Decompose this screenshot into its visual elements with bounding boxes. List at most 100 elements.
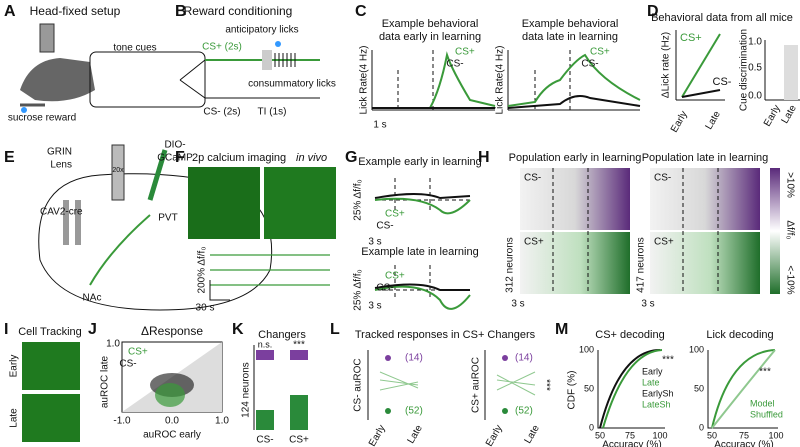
legend: CS+ [385, 271, 405, 282]
xticks: Early [484, 423, 505, 447]
virus: GCaMP [157, 153, 193, 164]
consummatory: consummatory licks [248, 79, 336, 90]
nac: NAc [83, 293, 102, 304]
ylabel: 312 neurons [505, 237, 516, 293]
labels: CS- [713, 76, 732, 88]
ylabel: 25% Δf/f₀ [353, 269, 364, 310]
ylabel: CS- auROC [353, 358, 364, 411]
legend: EarlySh [642, 388, 674, 398]
xticks: 100 [768, 430, 783, 440]
xticks: Late [704, 109, 723, 132]
groups: CS+ [524, 237, 544, 248]
xticks: 50 [595, 430, 605, 440]
legend: Shuffled [750, 409, 783, 419]
xlabel: Accuracy (%) [602, 440, 661, 447]
legend: LateSh [642, 399, 671, 409]
yticks: 1.0 [748, 37, 762, 48]
title: Tracked responses in CS+ Changers [355, 329, 536, 341]
xticks: Early [367, 423, 388, 447]
letter: F [175, 149, 185, 166]
letter: J [88, 321, 97, 338]
letter: L [330, 321, 340, 338]
ylabel: ΔLick rate (Hz) [661, 32, 672, 98]
xticks: Early [669, 109, 690, 134]
legend: Late [642, 377, 660, 387]
letter: M [555, 321, 568, 338]
rows: Early [9, 355, 20, 378]
letter: H [478, 149, 490, 166]
title: Lick decoding [706, 329, 773, 341]
title: Cell Tracking [18, 326, 82, 338]
lens: Lens [50, 160, 72, 171]
title: Changers [258, 329, 306, 341]
ylabel: CDF (%) [567, 371, 578, 410]
stat: *** [662, 355, 674, 366]
rows: Late [9, 408, 20, 428]
stats: n.s. [258, 339, 273, 349]
legend: Early [642, 366, 663, 376]
title: Example behavioral [382, 18, 479, 30]
title: data early in learning [379, 31, 481, 43]
letter: B [175, 3, 187, 20]
counts: (52) [515, 406, 533, 417]
yticks: 100 [579, 344, 594, 354]
xticks: CS- [256, 435, 273, 446]
legend: CS- [119, 359, 136, 370]
xticks: 75 [739, 430, 749, 440]
letter: C [355, 3, 367, 20]
xticks: CS+ [289, 435, 309, 446]
scale: 3 s [368, 237, 381, 248]
yticks: 1.0 [106, 339, 120, 350]
xticks: 50 [707, 430, 717, 440]
colorbar: >10% [784, 172, 795, 198]
legend: CS+ [128, 347, 148, 358]
title: 2p calcium imaging [192, 152, 286, 164]
groups: CS- [654, 173, 671, 184]
letter: D [647, 3, 659, 20]
yticks: 0 [699, 422, 704, 432]
xticks: -1.0 [113, 416, 131, 427]
scale: 3 s [641, 299, 654, 310]
yticks: 0.5 [748, 63, 762, 74]
ylabel: Lick Rate(4 Hz) [495, 46, 506, 115]
xticks: Early [762, 103, 783, 128]
counts: (14) [515, 353, 533, 364]
title: Reward conditioning [184, 4, 293, 18]
objective: 20x [112, 167, 124, 174]
title: ΔResponse [141, 324, 203, 338]
stat: *** [540, 379, 551, 391]
ylabel: 200% Δf/f₀ [197, 247, 208, 294]
yticks: 50 [694, 383, 704, 393]
xticks: 0.0 [165, 416, 179, 427]
reward: sucrose reward [8, 113, 76, 124]
colorbar: <-10% [784, 265, 795, 294]
xlabel: Accuracy (%) [714, 440, 773, 447]
xticks: Late [780, 103, 799, 126]
cs-minus: CS- (2s) [203, 107, 240, 118]
colorbar: Δf/f₀ [784, 220, 795, 239]
letter: G [345, 149, 357, 166]
legend: CS+ [590, 47, 610, 58]
yticks: 0 [589, 422, 594, 432]
xlabel: auROC early [143, 430, 201, 441]
scale: 3 s [368, 301, 381, 312]
ylabel: auROC late [100, 355, 111, 408]
xticks: 100 [652, 430, 667, 440]
ylabel: Cue discrimination [739, 29, 750, 111]
scale: 3 s [511, 299, 524, 310]
letter: A [4, 3, 16, 20]
legend: CS+ [455, 47, 475, 58]
title-italic: in vivo [296, 152, 327, 164]
legend: CS- [376, 283, 393, 294]
xticks: 1.0 [215, 416, 229, 427]
ylabel: 124 neurons [241, 362, 252, 418]
legend: Model [750, 398, 775, 408]
counts: (14) [405, 353, 423, 364]
illustrations [20, 23, 800, 442]
pvt: PVT [158, 213, 177, 224]
xticks: Late [523, 423, 542, 446]
groups: CS- [524, 173, 541, 184]
groups: CS+ [654, 237, 674, 248]
virus: DIO- [164, 140, 185, 151]
